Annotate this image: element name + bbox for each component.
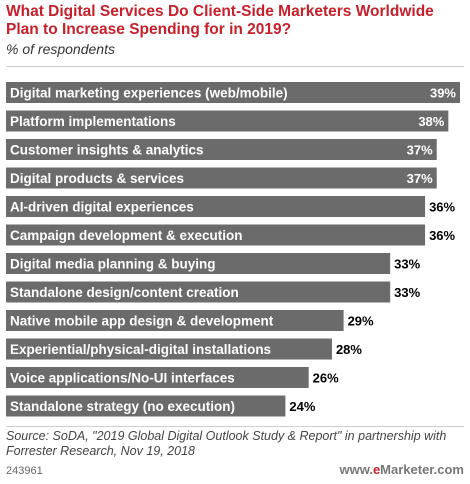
brand-e: e xyxy=(372,462,381,477)
bar xyxy=(6,310,344,331)
value-label: 36% xyxy=(429,228,455,243)
value-label: 33% xyxy=(394,285,420,300)
bar xyxy=(6,82,460,103)
bar xyxy=(6,367,309,388)
category-label: Native mobile app design & development xyxy=(10,314,274,329)
category-label: Campaign development & execution xyxy=(10,228,243,243)
bar xyxy=(6,110,449,132)
category-label: Voice applications/No-UI interfaces xyxy=(10,371,235,386)
bar xyxy=(6,338,332,360)
bottom-divider xyxy=(6,426,464,427)
bar xyxy=(6,253,391,274)
brand-logo: www.eMarketer.com xyxy=(339,462,464,477)
value-label: 37% xyxy=(407,143,433,158)
value-label: 36% xyxy=(429,200,455,215)
bar-chart: Digital marketing experiences (web/mobil… xyxy=(6,82,460,417)
chart-title: What Digital Services Do Client-Side Mar… xyxy=(6,3,434,38)
bar xyxy=(6,196,426,217)
bar xyxy=(6,167,437,189)
value-label: 24% xyxy=(289,399,315,414)
value-label: 38% xyxy=(418,114,444,129)
value-label: 33% xyxy=(394,257,420,272)
source-note: Source: SoDA, "2019 Global Digital Outlo… xyxy=(6,429,447,458)
value-label: 28% xyxy=(336,342,362,357)
top-divider xyxy=(6,66,464,67)
bar xyxy=(6,281,391,303)
value-label: 26% xyxy=(313,371,339,386)
bar xyxy=(6,395,286,417)
category-label: Standalone design/content creation xyxy=(10,285,239,300)
value-label: 37% xyxy=(407,171,433,186)
category-label: Platform implementations xyxy=(10,114,176,129)
category-label: Digital media planning & buying xyxy=(10,257,216,272)
value-label: 29% xyxy=(348,314,374,329)
category-label: Standalone strategy (no execution) xyxy=(10,399,235,414)
category-label: Digital marketing experiences (web/mobil… xyxy=(10,86,288,101)
category-label: Digital products & services xyxy=(10,171,184,186)
category-label: Experiential/physical-digital installati… xyxy=(10,342,271,357)
bar xyxy=(6,224,426,246)
value-label: 39% xyxy=(430,86,456,101)
chart-id: 243961 xyxy=(6,465,43,477)
brand-rest: Marketer.com xyxy=(380,462,464,477)
category-label: Customer insights & analytics xyxy=(10,143,204,158)
category-label: AI-driven digital experiences xyxy=(10,200,194,215)
brand-prefix: www. xyxy=(339,462,373,477)
bar xyxy=(6,139,437,160)
chart-subtitle: % of respondents xyxy=(6,41,115,57)
